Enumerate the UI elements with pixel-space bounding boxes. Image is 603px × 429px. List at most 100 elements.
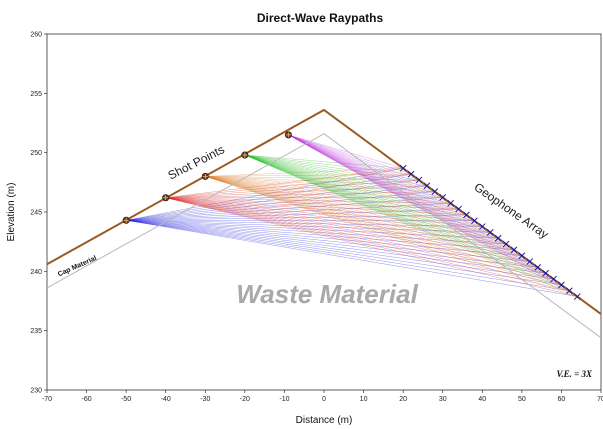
raypath-line — [244, 154, 404, 169]
raypath-line — [165, 197, 507, 245]
raypath-line — [244, 154, 420, 181]
geophone-marker — [534, 264, 542, 271]
y-axis-ticks: 230 235 240 245 250 255 260 — [30, 32, 47, 395]
x-tick-label: 30 — [439, 396, 447, 403]
raypath-line — [165, 197, 451, 204]
geophone-marker — [565, 287, 573, 295]
x-tick-label: 70 — [597, 396, 603, 403]
x-tick-label: 40 — [478, 396, 486, 403]
raypath-line — [126, 220, 570, 291]
geophone-marker — [407, 170, 415, 178]
raypath-line — [288, 134, 420, 181]
raypath-line — [244, 154, 530, 262]
x-tick-label: 10 — [360, 396, 368, 403]
raypath-line — [244, 154, 578, 297]
vertical-exaggeration-label: V.E. = 3X — [557, 369, 593, 379]
raypath-line — [165, 197, 499, 239]
y-axis-label: Elevation (m) — [6, 183, 17, 242]
y-tick-label: 230 — [30, 388, 42, 395]
raypath-line — [126, 220, 578, 297]
raypath-line — [288, 134, 459, 210]
x-tick-label: -40 — [161, 396, 171, 403]
geophone-marker — [486, 229, 494, 236]
x-tick-label: -70 — [42, 396, 52, 403]
raypath-line — [205, 176, 570, 291]
raypath-line — [165, 197, 570, 291]
raypath-line — [205, 176, 483, 227]
y-tick-label: 245 — [30, 210, 42, 217]
x-tick-label: -20 — [240, 396, 250, 403]
geophone-marker — [439, 194, 447, 201]
raypath-line — [244, 154, 443, 198]
raypath-line — [288, 134, 443, 198]
raypath-line — [288, 134, 483, 227]
geophone-marker — [431, 188, 439, 195]
x-tick-label: -60 — [82, 396, 92, 403]
raypath-line — [244, 154, 507, 245]
raypath-line — [288, 134, 451, 204]
raypath-line — [126, 220, 514, 251]
raypath-line — [244, 154, 499, 239]
y-tick-label: 255 — [30, 91, 42, 98]
raypath-line — [165, 197, 538, 268]
geophone-marker — [478, 223, 486, 230]
geophone-marker — [526, 258, 534, 265]
raypath-line — [165, 197, 483, 227]
raypath-line — [126, 203, 451, 221]
raypath-line — [244, 154, 562, 286]
chart-title: Direct-Wave Raypaths — [257, 11, 384, 25]
x-tick-label: 60 — [558, 396, 566, 403]
raypath-line — [165, 197, 578, 297]
raypath-line — [244, 154, 554, 280]
y-tick-label: 260 — [30, 32, 42, 39]
raypath-line — [288, 134, 412, 175]
raypath-line — [205, 176, 507, 245]
raypath-line — [288, 134, 427, 186]
geophone-marker — [510, 246, 518, 254]
geophone-marker — [502, 240, 510, 248]
raypath-line — [205, 176, 491, 233]
raypath-line — [288, 134, 538, 268]
raypath-line — [126, 220, 554, 280]
raypath-line — [288, 134, 435, 192]
waste-material-label: Waste Material — [236, 279, 418, 309]
raypath-line — [205, 176, 499, 239]
geophone-marker — [550, 275, 557, 283]
raypath-line — [126, 220, 538, 268]
raypath-line — [288, 134, 530, 262]
geophone-marker — [455, 205, 462, 213]
x-tick-label: -10 — [279, 396, 289, 403]
raypath-line — [288, 134, 491, 233]
x-tick-label: 50 — [518, 396, 526, 403]
geophone-marker — [415, 176, 423, 184]
raypath-line — [244, 154, 467, 216]
raypaths — [126, 134, 578, 297]
geophone-marker — [471, 217, 478, 225]
geophone-marker — [447, 199, 454, 207]
x-axis-label: Distance (m) — [296, 415, 353, 426]
y-tick-label: 240 — [30, 269, 42, 276]
raypath-line — [244, 154, 412, 175]
raypath-line — [126, 220, 522, 256]
raypath-line — [165, 197, 467, 216]
raypath-line — [288, 134, 507, 245]
x-axis-ticks: -70 -60 -50 -40 -30 -20 -10 0 10 20 30 40 50 60 70 — [42, 390, 603, 403]
raypath-line — [205, 176, 530, 262]
raypath-line — [205, 176, 578, 297]
geophone-array — [399, 164, 581, 300]
raypath-line — [288, 134, 404, 169]
geophone-marker — [399, 164, 407, 172]
geophone-marker — [423, 182, 431, 190]
raypath-line — [126, 197, 443, 221]
x-tick-label: -50 — [121, 396, 131, 403]
raypath-line — [288, 134, 515, 251]
geophone-marker — [542, 269, 549, 277]
x-tick-label: 20 — [399, 396, 407, 403]
x-tick-label: -30 — [200, 396, 210, 403]
raypath-line — [288, 134, 467, 216]
shot-points — [122, 131, 292, 224]
geophone-marker — [558, 281, 565, 289]
raypath-line — [165, 197, 530, 262]
raypath-line — [288, 134, 522, 256]
